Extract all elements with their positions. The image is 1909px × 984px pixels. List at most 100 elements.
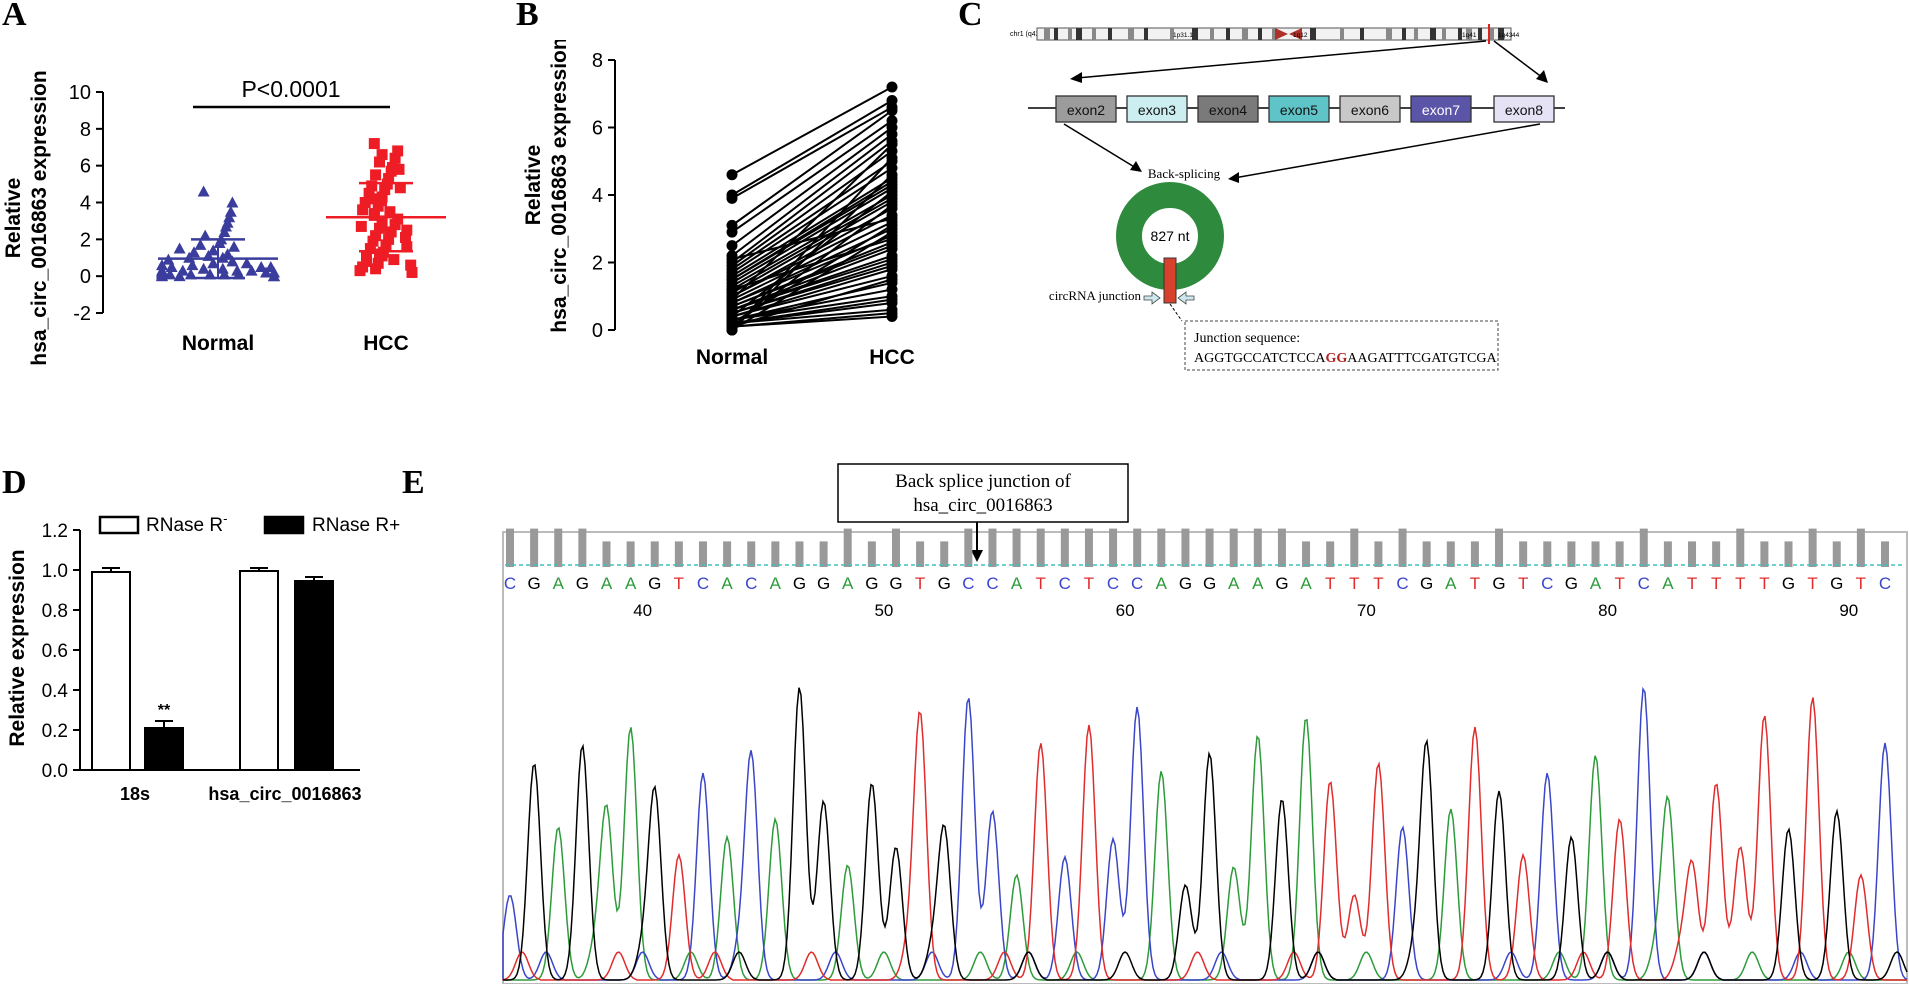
pair-line (731, 258, 893, 311)
chromosome-band (1242, 28, 1248, 40)
position-label: 90 (1839, 601, 1858, 620)
data-point-normal (173, 270, 186, 282)
pair-line (731, 231, 893, 331)
position-label: 50 (874, 601, 893, 620)
pair-line (731, 86, 893, 176)
junction-sequence-part: AGGTGCCATCTCCA (1194, 351, 1326, 366)
chromosome-band (1068, 28, 1072, 40)
legend-swatch-minus (98, 515, 140, 535)
panel-label-d: D (2, 464, 27, 501)
data-point-hcc (389, 219, 401, 231)
base-call: G (528, 574, 541, 593)
pair-line (731, 302, 893, 325)
data-point-normal (164, 268, 176, 280)
quality-bar (650, 541, 659, 567)
legend-text: RNase R (146, 515, 223, 536)
data-point-hcc (375, 195, 387, 207)
exon-label: exon4 (1209, 102, 1247, 118)
quality-bar (1229, 528, 1238, 567)
quality-bar (1712, 541, 1721, 567)
splice-arrow-right (1233, 123, 1541, 179)
pair-line (731, 278, 893, 328)
base-call: A (770, 574, 782, 593)
legend-label-plus: RNase R+ (312, 515, 400, 536)
base-call: G (1275, 574, 1288, 593)
pair-line (731, 160, 893, 271)
data-point-hcc (359, 197, 371, 208)
base-call: A (1300, 574, 1312, 593)
quality-bar (1784, 541, 1793, 567)
junction-sequence-title: Junction sequence: (1194, 331, 1300, 346)
base-call: T (1036, 574, 1046, 593)
zoom-line-left (1076, 40, 1487, 79)
junction-arrowhead (971, 550, 983, 562)
y-tick-label: 0.0 (42, 761, 68, 782)
quality-bar (1157, 528, 1166, 567)
x-category-label: Normal (696, 346, 768, 369)
data-point-hcc (363, 187, 375, 199)
data-point-hcc (886, 213, 898, 225)
base-call: A (601, 574, 613, 593)
data-point-normal (207, 244, 220, 256)
base-call: A (1156, 574, 1168, 593)
data-point-normal (218, 268, 231, 280)
junction-callout-text: Back splice junction of (895, 471, 1071, 492)
data-point-normal (197, 185, 210, 197)
exon-label: exon8 (1505, 102, 1543, 118)
panel-label-e: E (402, 464, 425, 501)
data-point-hcc (401, 241, 413, 253)
band-label: 1p31.1 (1173, 32, 1193, 39)
quality-bar (1422, 541, 1431, 567)
base-call: T (915, 574, 925, 593)
chromatogram-frame (502, 531, 1908, 984)
y-axis-label: Relative expression (6, 549, 29, 746)
data-point-hcc (886, 311, 898, 322)
base-call: A (625, 574, 637, 593)
base-call: T (674, 574, 684, 593)
quality-bar (1302, 541, 1311, 567)
data-point-normal (726, 294, 738, 306)
exon-box (1197, 95, 1259, 123)
data-point-hcc (886, 105, 898, 117)
quality-bar (1736, 528, 1745, 567)
data-point-hcc (385, 165, 397, 177)
y-axis-label-line: Relative (522, 145, 545, 226)
data-point-hcc (366, 180, 378, 192)
data-point-hcc (886, 199, 898, 211)
pair-line (731, 133, 893, 257)
base-call: C (1107, 574, 1119, 593)
bar-rnase-minus (239, 570, 279, 771)
data-point-normal (232, 268, 245, 280)
quality-bar (698, 541, 707, 567)
quality-bar (1519, 541, 1528, 567)
data-point-hcc (370, 263, 382, 275)
quality-bar (554, 528, 563, 567)
panel-label-b: B (516, 0, 539, 33)
chromosome-band (1414, 28, 1418, 40)
p-value-label: P<0.0001 (241, 76, 340, 102)
exon-box (1339, 95, 1401, 123)
quality-bar (1253, 528, 1262, 567)
junction-sequence-part: AAGATTTCGATGTCGA (1347, 351, 1497, 366)
quality-bar (1326, 541, 1335, 567)
quality-bar (1495, 528, 1504, 567)
y-axis-label-line: hsa_circ_0016863 expression (28, 70, 51, 365)
junction-sequence: AGGTGCCATCTCCAGGAAGATTTCGATGTCGA (1194, 351, 1497, 366)
y-tick-label: 6 (592, 118, 603, 140)
centromere-right (1289, 28, 1302, 40)
data-point-normal (726, 192, 738, 204)
pair-line (731, 295, 893, 321)
data-point-hcc (376, 149, 388, 161)
chromosome-band (1210, 28, 1214, 40)
data-point-hcc (372, 200, 384, 212)
diagram-c-circrna: chr1 (q42.2) 1p31.1 1q12 1q41 1q43 44 exon2 exo… (1010, 24, 1565, 371)
chromosome-band (1144, 28, 1148, 40)
quality-bar (1012, 528, 1021, 567)
pair-line (731, 214, 893, 298)
base-call: A (1011, 574, 1023, 593)
quality-bar (771, 541, 780, 567)
pair-line (731, 174, 893, 331)
bar-rnase-plus (144, 727, 184, 771)
pair-line (731, 268, 893, 318)
